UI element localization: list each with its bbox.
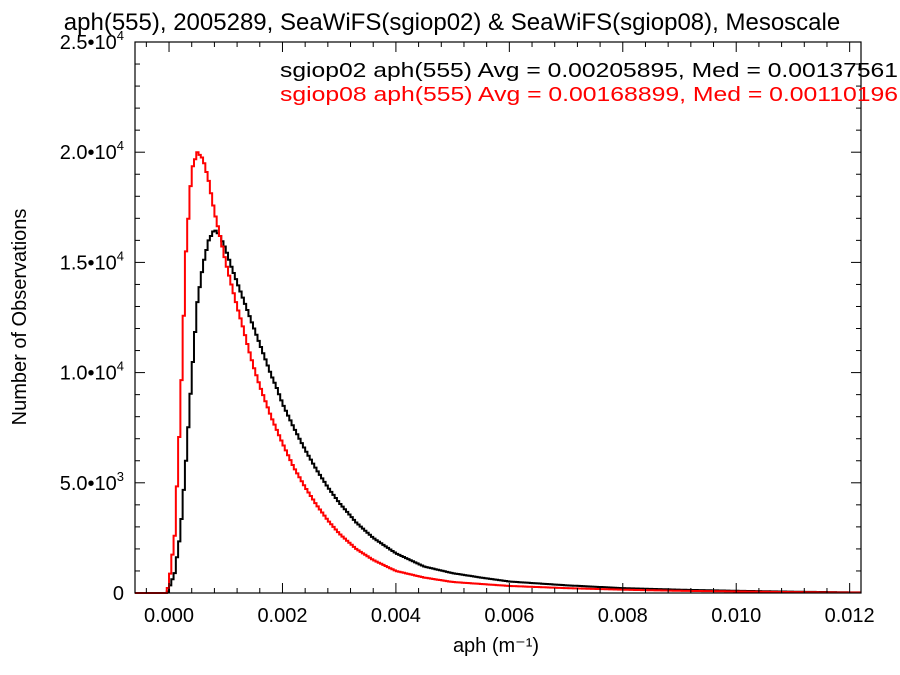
x-tick-label: 0.000: [144, 605, 194, 627]
plot-frame: [134, 41, 862, 594]
x-tick-label: 0.008: [598, 605, 648, 627]
y-tick-label: 1.0•104: [60, 359, 124, 385]
x-tick-label: 0.004: [371, 605, 421, 627]
x-tick-label: 0.010: [711, 605, 761, 627]
y-tick-label: 5.0•103: [60, 469, 124, 495]
legend: sgiop02 aph(555) Avg = 0.00205895, Med =…: [280, 60, 898, 106]
y-tick-label: 2.0•104: [60, 138, 124, 164]
y-tick-label: 0: [113, 583, 124, 605]
legend-entry-sgiop08: sgiop08 aph(555) Avg = 0.00168899, Med =…: [280, 84, 898, 106]
x-tick-label: 0.006: [484, 605, 534, 627]
series-layer: [135, 151, 861, 594]
ticks-layer: 0.000 0.002 0.004 0.006 0.008 0.010 0.012 0 5.0•…: [60, 28, 875, 627]
y-tick-label: 2.5•104: [60, 28, 124, 54]
x-axis-label: aph (m⁻¹): [453, 635, 539, 657]
y-tick-label: 1.5•104: [60, 248, 124, 274]
y-axis-label: Number of Observations: [9, 209, 31, 426]
legend-entry-sgiop02: sgiop02 aph(555) Avg = 0.00205895, Med =…: [280, 60, 898, 82]
series-line-sgiop08: [135, 151, 861, 594]
x-tick-label: 0.012: [825, 605, 875, 627]
series-line-sgiop02: [135, 229, 861, 594]
chart-title: aph(555), 2005289, SeaWiFS(sgiop02) & Se…: [64, 9, 840, 36]
x-tick-label: 0.002: [257, 605, 307, 627]
